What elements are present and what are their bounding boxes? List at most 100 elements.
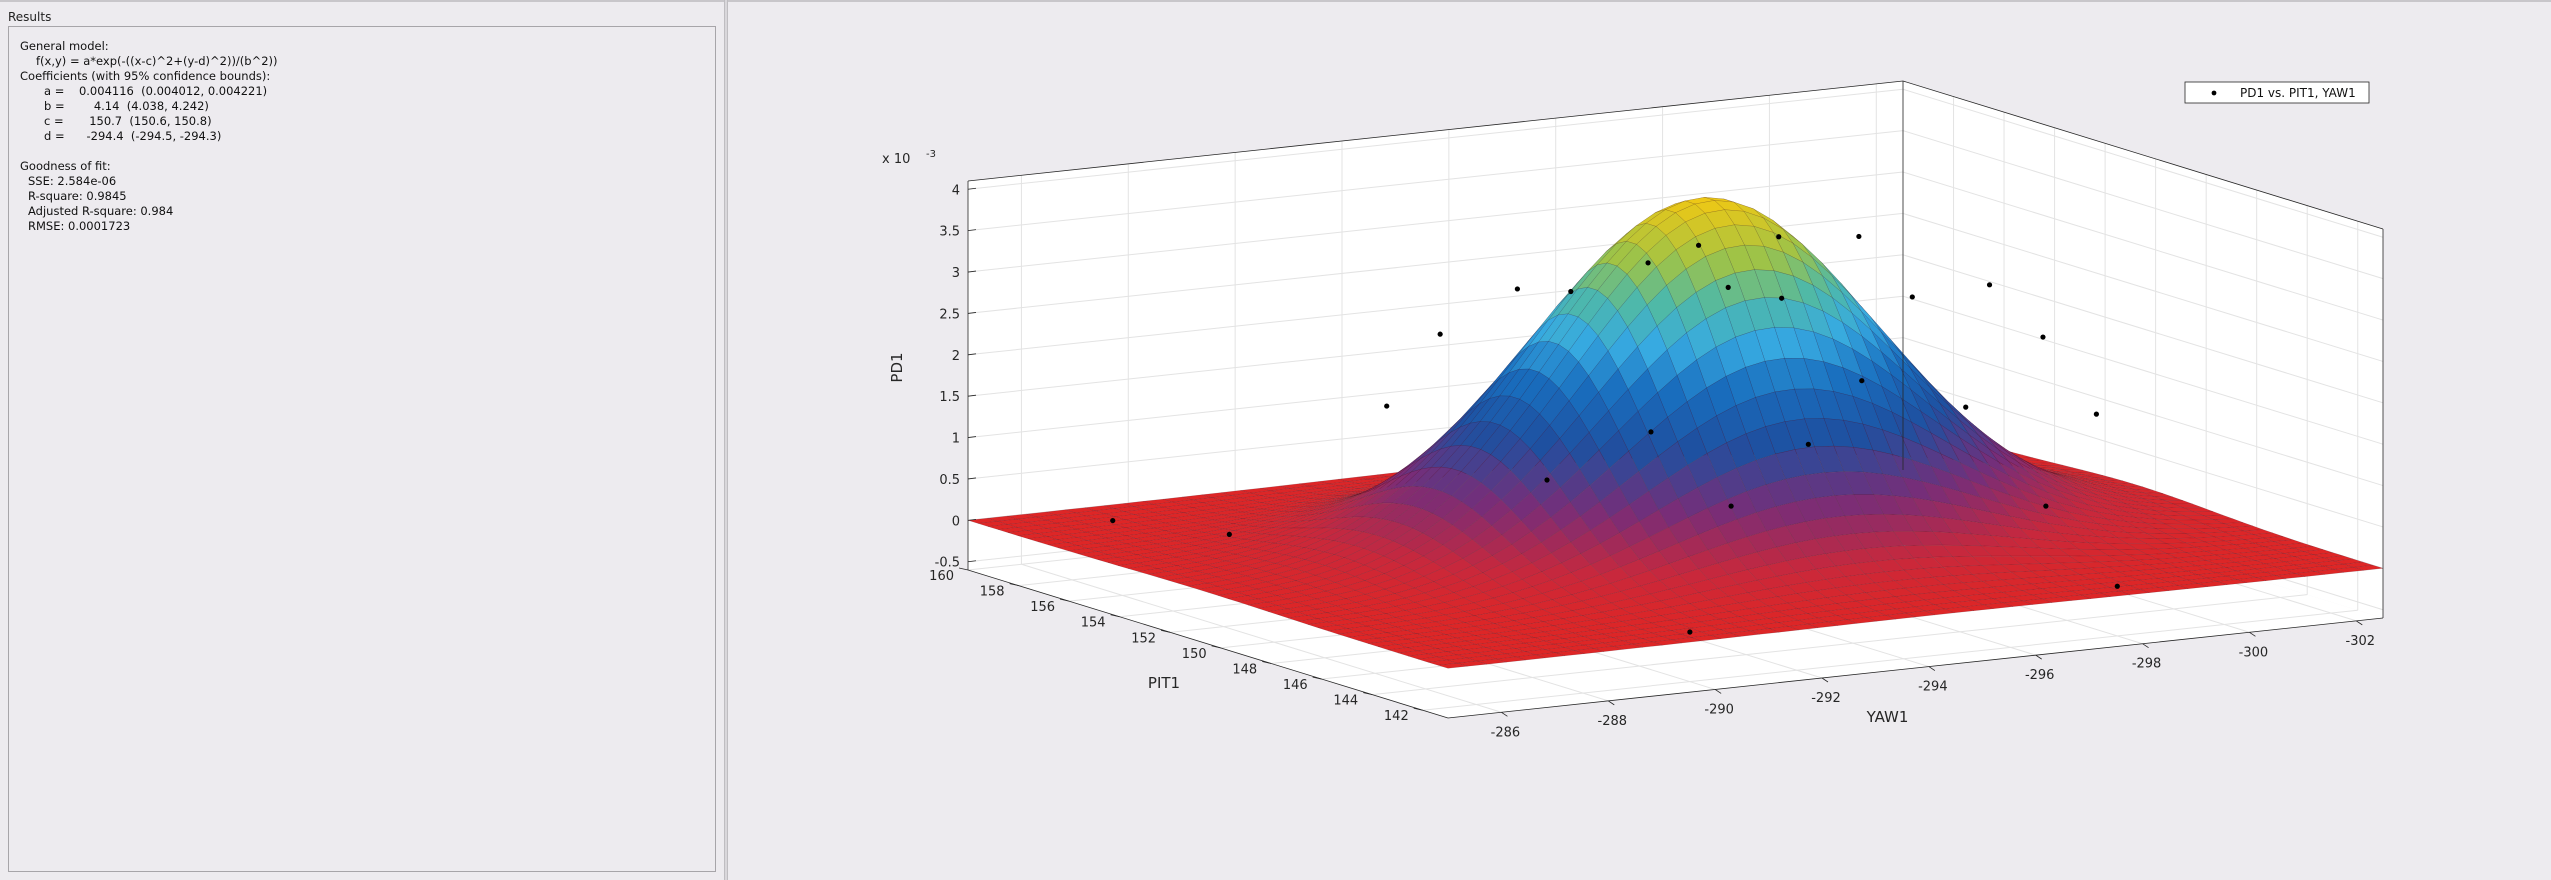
data-point — [1544, 477, 1550, 483]
data-point — [1805, 441, 1811, 447]
data-point — [1384, 403, 1390, 409]
results-line — [20, 144, 278, 159]
z-tick-label: -0.5 — [935, 556, 960, 571]
z-gridline — [1902, 295, 2384, 445]
yaw-axis-label: YAW1 — [1866, 708, 1909, 726]
pit-tick-label: 142 — [1384, 709, 1409, 724]
results-line: Coefficients (with 95% confidence bounds… — [20, 69, 271, 83]
results-line: RMSE: 0.0001723 — [28, 219, 131, 233]
data-point — [1695, 242, 1702, 248]
data-point — [1909, 294, 1915, 300]
z-tick-label: 1 — [952, 432, 960, 447]
data-point — [1776, 234, 1782, 240]
pit-tick-label: 156 — [1030, 600, 1055, 615]
z-gridline — [1902, 130, 2384, 280]
results-line: SSE: 2.584e-06 — [28, 174, 117, 188]
z-tick-label: 3.5 — [939, 225, 960, 240]
yaw-axis-line — [1447, 617, 2384, 719]
legend-marker — [2211, 90, 2217, 96]
z-gridline — [967, 88, 1904, 190]
data-points — [1110, 233, 2120, 635]
z-tick-label: 2 — [952, 349, 960, 364]
z-tick — [967, 477, 977, 480]
pit-tick — [1110, 614, 1120, 618]
z-tick — [967, 518, 977, 521]
yaw-tick — [1501, 711, 1508, 717]
yaw-tick-label: -294 — [1918, 680, 1948, 695]
yaw-tick-label: -290 — [1704, 702, 1734, 717]
pit-tick-label: 154 — [1081, 616, 1106, 631]
z-gridline — [967, 171, 1904, 273]
results-text: General model: f(x,y) = a*exp(-((x-c)^2+(… — [20, 39, 278, 234]
yaw-tick-label: -300 — [2239, 645, 2269, 660]
pit-tick — [958, 567, 969, 571]
box-edge — [967, 80, 1904, 182]
data-point — [1110, 517, 1116, 524]
results-text-box[interactable]: General model: f(x,y) = a*exp(-((x-c)^2+(… — [8, 26, 716, 872]
pit-tick — [1413, 707, 1423, 711]
data-point — [2043, 503, 2049, 509]
pit-tick — [1262, 661, 1272, 664]
pit-tick — [1161, 629, 1171, 633]
data-point — [1645, 260, 1651, 266]
results-line: b = 4.14 (4.038, 4.242) — [44, 99, 209, 113]
data-point — [2114, 583, 2120, 589]
z-tick — [967, 270, 977, 273]
z-tick-label: 0.5 — [939, 473, 960, 488]
results-line: Goodness of fit: — [20, 159, 111, 173]
pit-gridline — [1372, 594, 2308, 696]
results-line: Adjusted R-square: 0.984 — [28, 204, 174, 218]
z-tick-label: 0 — [952, 514, 960, 529]
yaw-tick-label: -292 — [1811, 691, 1841, 706]
data-point — [1687, 629, 1693, 635]
yaw-tick-label: -296 — [2025, 668, 2055, 683]
yaw-tick-label: -286 — [1491, 725, 1521, 740]
fitted-surface — [967, 197, 2384, 669]
yaw-tick — [1608, 700, 1615, 706]
yaw-tick — [2249, 631, 2256, 637]
z-tick-label: 4 — [952, 183, 960, 198]
data-point — [1856, 233, 1862, 240]
results-line: R-square: 0.9845 — [28, 189, 127, 203]
z-tick — [967, 312, 977, 314]
data-point — [1725, 284, 1731, 290]
z-tick — [967, 187, 977, 190]
results-line: a = 0.004116 (0.004012, 0.004221) — [44, 84, 268, 98]
yaw-tick — [2142, 643, 2149, 649]
pit-tick-label: 160 — [929, 569, 954, 584]
data-point — [1728, 503, 1734, 509]
z-gridline — [1902, 171, 2384, 321]
z-tick — [967, 394, 977, 397]
data-point — [1963, 404, 1969, 410]
z-tick-label: 2.5 — [939, 307, 960, 322]
z-gridline — [1902, 254, 2384, 404]
z-axis-label: PD1 — [888, 352, 906, 382]
yaw-tick — [2035, 654, 2042, 660]
pit-tick-label: 144 — [1333, 694, 1358, 709]
results-panel: Results General model: f(x,y) = a*exp(-((… — [0, 0, 724, 880]
yaw-tick — [1714, 689, 1722, 694]
z-gridline — [1902, 212, 2384, 362]
z-tick — [967, 353, 977, 356]
results-panel-title: Results — [8, 10, 52, 24]
yaw-tick-label: -298 — [2132, 657, 2162, 672]
surface-patch — [1437, 663, 1468, 669]
legend: PD1 vs. PIT1, YAW1 — [2184, 81, 2370, 104]
pit-gridline — [1422, 609, 2358, 711]
results-line: d = -294.4 (-294.5, -294.3) — [44, 129, 222, 143]
data-point — [1986, 282, 1993, 288]
plot-area: 4 3.5 3 2.5 2 1.5 1 0.5 0 -0.5 160 158 156 154 152 150 1… — [728, 0, 2551, 880]
panel-splitter[interactable] — [724, 0, 728, 880]
z-gridline — [1902, 378, 2384, 528]
data-point — [2093, 411, 2099, 417]
pit-tick — [1312, 676, 1322, 680]
results-line: General model: — [20, 39, 109, 53]
z-exponent-power: -3 — [926, 149, 936, 160]
data-point — [1779, 295, 1785, 301]
legend-box — [2184, 81, 2370, 104]
pit-tick-label: 148 — [1232, 662, 1257, 677]
yaw-tick — [1928, 666, 1936, 671]
